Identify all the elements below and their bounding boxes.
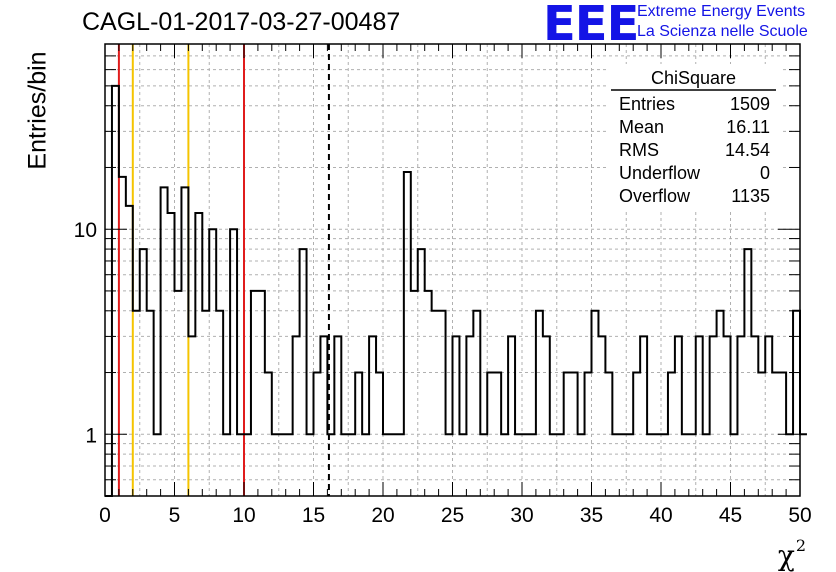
x-tick-label: 45 [719,504,742,527]
stats-value: 16.11 [726,117,770,137]
eee-logo: EEE [543,0,639,52]
y-tick-label: 1 [85,424,97,447]
stats-label: Entries [619,94,675,114]
stats-label: Overflow [619,186,691,206]
logo-line-2: La Scienza nelle Scuole [637,23,808,40]
x-axis-label-chi: χ [777,539,795,572]
x-tick-label: 0 [99,504,111,527]
stats-value: 1509 [730,94,770,114]
x-tick-label: 35 [580,504,603,527]
chart-title: CAGL-01-2017-03-27-00487 [82,8,401,36]
stats-label: Mean [619,117,664,137]
x-tick-label: 30 [510,504,533,527]
logo-line-1: Extreme Energy Events [637,3,806,20]
stats-value: 14.54 [725,140,770,160]
stats-label: RMS [619,140,659,160]
x-axis-label-sup: 2 [795,536,806,555]
stats-background [607,64,782,212]
x-tick-label: 25 [441,504,464,527]
stats-value: 0 [760,163,770,183]
stats-label: Underflow [619,163,701,183]
y-tick-label: 10 [74,219,97,242]
x-tick-label: 10 [232,504,255,527]
stats-box: ChiSquare Entries 1509 Mean 16.11 RMS 14.54 Und… [607,64,782,212]
histogram-outline [105,84,807,497]
axis-ticks: 0 5 10 15 20 25 30 35 40 45 50 1 10 [74,43,812,527]
x-tick-label: 50 [788,504,811,527]
x-tick-label: 15 [302,504,325,527]
stats-title: ChiSquare [651,68,736,88]
x-tick-label: 40 [649,504,672,527]
stats-value: 1135 [731,186,770,206]
x-tick-label: 5 [169,504,181,527]
x-axis-label: χ2 [778,536,806,572]
histogram [105,84,807,497]
x-tick-label: 20 [371,504,394,527]
